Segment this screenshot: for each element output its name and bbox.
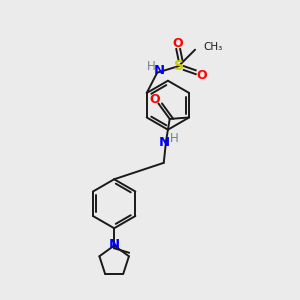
Text: H: H bbox=[170, 132, 179, 145]
Text: S: S bbox=[174, 59, 184, 73]
Text: N: N bbox=[159, 136, 170, 149]
Text: O: O bbox=[196, 68, 207, 82]
Text: N: N bbox=[154, 64, 165, 77]
Text: O: O bbox=[173, 37, 183, 50]
Text: O: O bbox=[149, 93, 160, 106]
Text: CH₃: CH₃ bbox=[203, 42, 223, 52]
Text: H: H bbox=[147, 60, 156, 73]
Text: N: N bbox=[109, 238, 120, 251]
